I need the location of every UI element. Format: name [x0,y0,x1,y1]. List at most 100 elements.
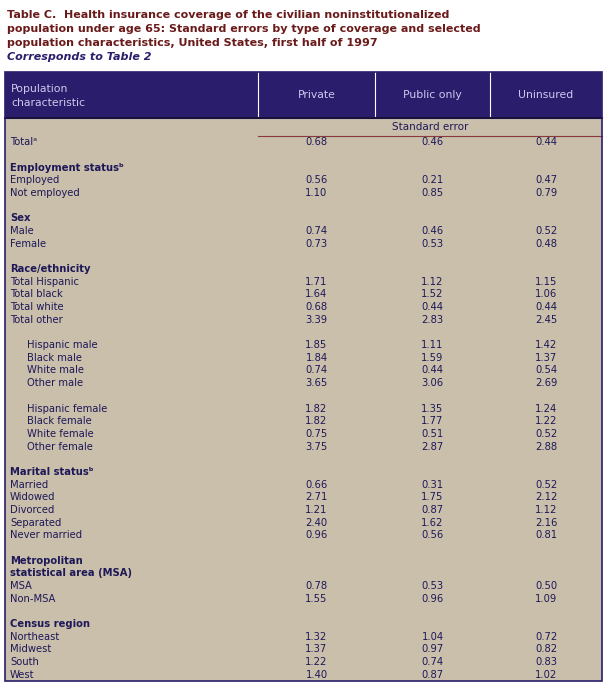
Text: 0.48: 0.48 [535,239,557,249]
Text: 0.82: 0.82 [535,645,557,654]
Text: Black female: Black female [27,416,92,426]
Text: Marital statusᵇ: Marital statusᵇ [10,467,93,477]
Text: 0.52: 0.52 [535,226,557,236]
Text: 1.32: 1.32 [305,632,328,642]
Text: 3.06: 3.06 [421,378,444,388]
Text: 3.75: 3.75 [305,442,328,451]
Text: 2.45: 2.45 [535,315,557,325]
Text: Widowed: Widowed [10,493,55,502]
Text: Total other: Total other [10,315,63,325]
Text: 0.53: 0.53 [421,239,444,249]
Text: 0.51: 0.51 [421,429,444,439]
Text: Employment statusᵇ: Employment statusᵇ [10,162,124,173]
Text: Northeast: Northeast [10,632,59,642]
Text: 0.31: 0.31 [421,479,444,490]
Text: 1.37: 1.37 [305,645,328,654]
Text: Metropolitan: Metropolitan [10,556,83,566]
Text: 0.74: 0.74 [305,366,328,375]
Text: Race/ethnicity: Race/ethnicity [10,264,90,274]
Text: 1.24: 1.24 [535,403,557,414]
Text: 2.69: 2.69 [535,378,557,388]
Text: 2.83: 2.83 [421,315,444,325]
Text: 1.37: 1.37 [535,353,557,363]
Text: Total white: Total white [10,302,64,312]
Text: 1.22: 1.22 [535,416,557,426]
Text: 0.87: 0.87 [421,505,444,515]
Text: 1.35: 1.35 [421,403,444,414]
Text: 3.65: 3.65 [305,378,328,388]
Text: Black male: Black male [27,353,82,363]
Text: 0.87: 0.87 [421,670,444,680]
Text: 0.72: 0.72 [535,632,557,642]
Text: 1.77: 1.77 [421,416,444,426]
Text: 1.40: 1.40 [305,670,328,680]
Text: White male: White male [27,366,84,375]
Text: 0.50: 0.50 [535,581,557,591]
Text: Corresponds to Table 2: Corresponds to Table 2 [7,52,152,62]
Text: 0.74: 0.74 [305,226,328,236]
Text: 1.11: 1.11 [421,340,444,350]
Bar [5,72,602,681]
Text: 0.66: 0.66 [305,479,328,490]
Text: 2.87: 2.87 [421,442,444,451]
Text: Female: Female [10,239,46,249]
Text: Employed: Employed [10,175,59,186]
Text: 1.59: 1.59 [421,353,444,363]
Text: 2.16: 2.16 [535,518,557,527]
Text: 0.74: 0.74 [421,657,444,667]
Text: 2.88: 2.88 [535,442,557,451]
Text: Hispanic male: Hispanic male [27,340,98,350]
Text: 1.85: 1.85 [305,340,328,350]
Text: Never married: Never married [10,530,82,540]
Text: 1.62: 1.62 [421,518,444,527]
Text: 0.81: 0.81 [535,530,557,540]
Text: 0.68: 0.68 [305,137,328,147]
Text: statistical area (MSA): statistical area (MSA) [10,569,132,578]
Text: 0.44: 0.44 [421,366,444,375]
Text: Married: Married [10,479,48,490]
Text: Midwest: Midwest [10,645,51,654]
Text: 0.73: 0.73 [305,239,328,249]
Text: 0.44: 0.44 [535,137,557,147]
Text: 0.97: 0.97 [421,645,444,654]
Text: population characteristics, United States, first half of 1997: population characteristics, United State… [7,38,378,48]
Text: Uninsured: Uninsured [518,90,574,100]
Text: 1.22: 1.22 [305,657,328,667]
Text: West: West [10,670,35,680]
Text: 2.71: 2.71 [305,493,328,502]
Text: 0.85: 0.85 [421,188,444,198]
Text: 0.79: 0.79 [535,188,557,198]
Text: 0.47: 0.47 [535,175,557,186]
Text: 3.39: 3.39 [305,315,328,325]
Text: 0.78: 0.78 [305,581,328,591]
Text: Population: Population [11,84,69,94]
Text: 1.42: 1.42 [535,340,557,350]
Text: 0.68: 0.68 [305,302,328,312]
Text: 1.84: 1.84 [305,353,328,363]
Text: 0.54: 0.54 [535,366,557,375]
Text: Private: Private [297,90,336,100]
Text: 1.55: 1.55 [305,594,328,603]
Text: 0.44: 0.44 [421,302,444,312]
Text: 1.12: 1.12 [421,277,444,287]
Text: MSA: MSA [10,581,32,591]
Text: characteristic: characteristic [11,98,85,108]
Text: 0.21: 0.21 [421,175,444,186]
Text: population under age 65: Standard errors by type of coverage and selected: population under age 65: Standard errors… [7,24,481,34]
Text: 1.71: 1.71 [305,277,328,287]
Text: Hispanic female: Hispanic female [27,403,107,414]
Text: 0.52: 0.52 [535,429,557,439]
Text: 1.82: 1.82 [305,416,328,426]
Text: 1.15: 1.15 [535,277,557,287]
Text: Sex: Sex [10,214,30,223]
Text: 1.64: 1.64 [305,290,328,299]
Text: 1.75: 1.75 [421,493,444,502]
Text: Public only: Public only [403,90,462,100]
Text: 1.09: 1.09 [535,594,557,603]
Text: 2.12: 2.12 [535,493,557,502]
Text: Totalᵃ: Totalᵃ [10,137,37,147]
Text: Other female: Other female [27,442,93,451]
Text: Other male: Other male [27,378,83,388]
Text: 0.75: 0.75 [305,429,328,439]
Text: 1.21: 1.21 [305,505,328,515]
